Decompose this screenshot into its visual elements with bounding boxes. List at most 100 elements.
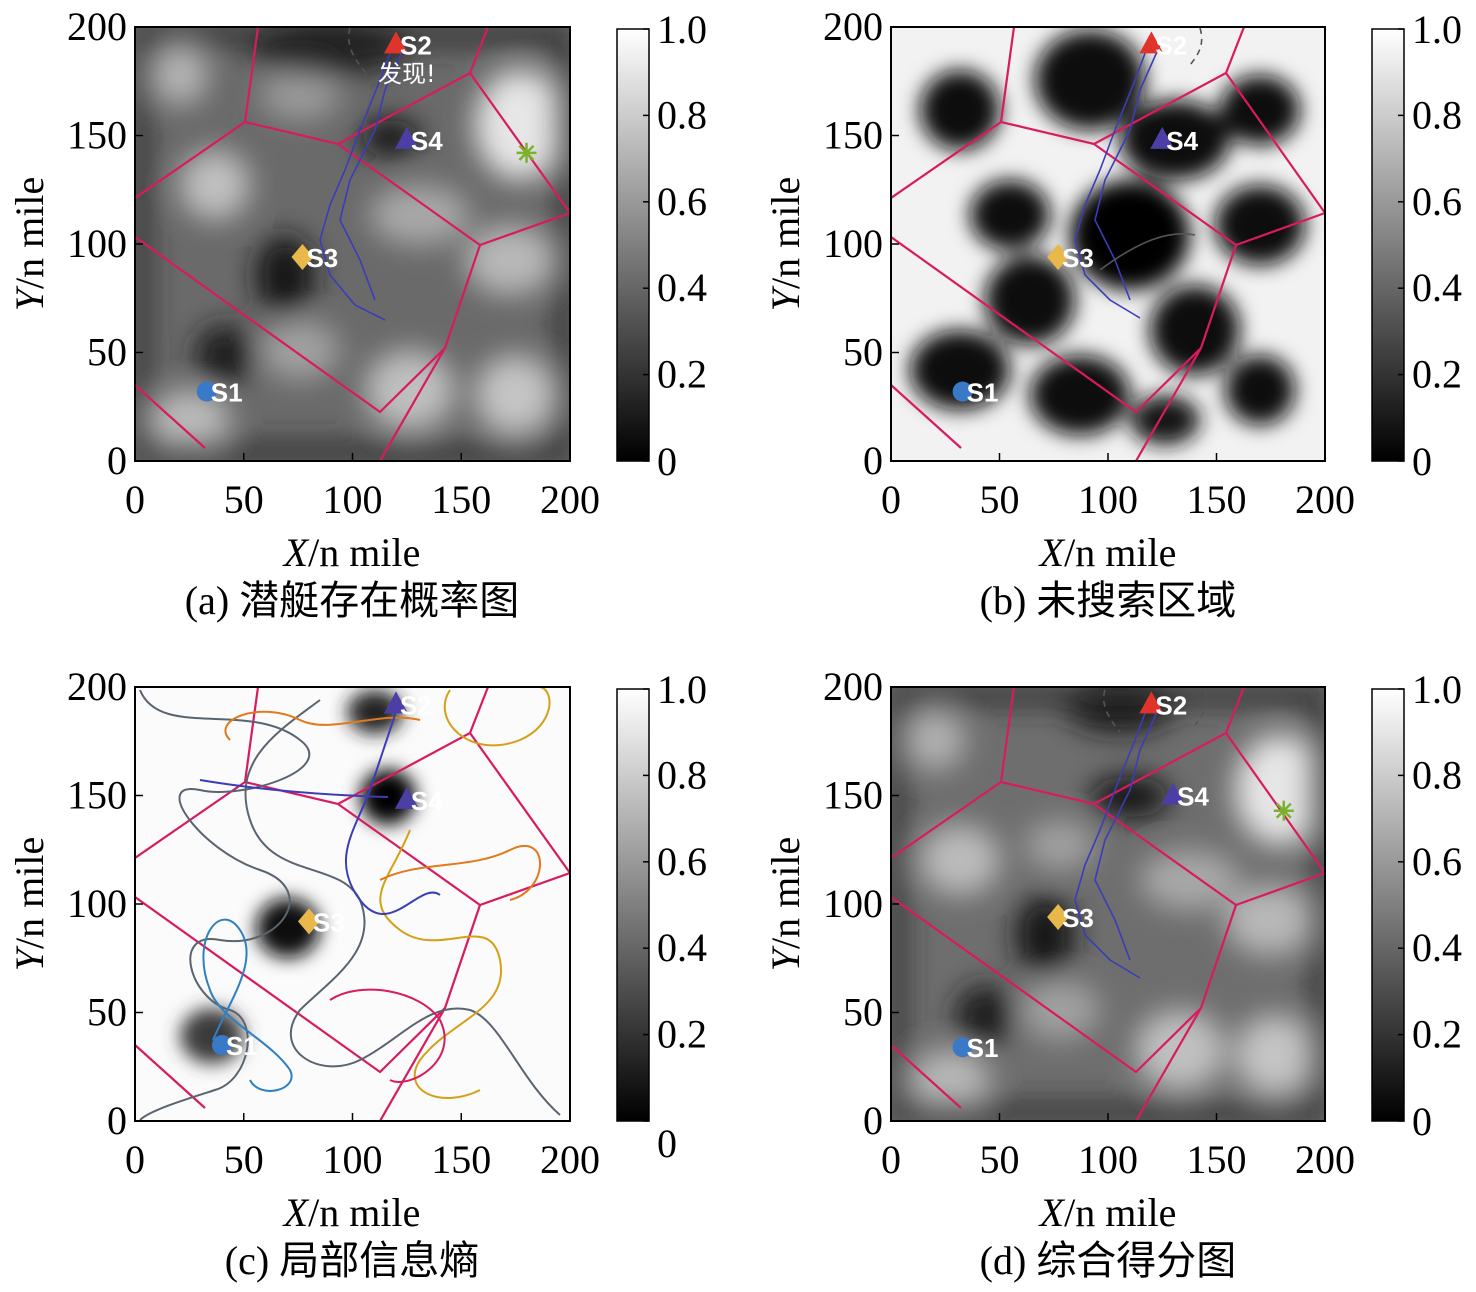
marker-label-s2: S2 <box>400 690 432 720</box>
colorbar-tick-label: 0.6 <box>1412 839 1462 884</box>
colorbar-tick-label: 0.8 <box>1412 752 1462 797</box>
colorbar-tick-label: 0.2 <box>1412 352 1462 397</box>
marker-s1 <box>952 381 973 402</box>
y-tick-label: 50 <box>843 330 883 375</box>
y-tick-label: 50 <box>87 990 127 1035</box>
marker-label-s1: S1 <box>211 378 243 408</box>
marker-label-s3: S3 <box>306 243 338 273</box>
colorbar-a: 0 0.2 0.4 0.6 0.8 1.0 <box>616 7 707 484</box>
colorbar-tick-label: 0.2 <box>1412 1012 1462 1057</box>
y-tick-label: 0 <box>863 438 883 483</box>
y-axis-label-a: Y/n mile <box>7 177 52 311</box>
colorbar-tick-label: 0 <box>657 1121 677 1166</box>
heatmap-d <box>891 687 1325 1121</box>
colorbar-ticks-c: 0 0.2 0.4 0.6 0.8 1.0 <box>643 667 707 1166</box>
markers-c: S1 S2 S3 S4 <box>212 690 443 1061</box>
marker-s3 <box>298 908 320 935</box>
voronoi-lines-b <box>891 27 1325 461</box>
x-tick-label: 0 <box>125 477 145 522</box>
y-tick-label: 200 <box>823 4 883 49</box>
colorbar-tick-label: 0.4 <box>1412 265 1462 310</box>
marker-label-s4: S4 <box>411 126 443 156</box>
trajectory-a <box>319 27 406 321</box>
x-ticks-d: 0 50 100 150 200 <box>881 1113 1355 1182</box>
marker-label-s3: S3 <box>1062 903 1094 933</box>
marker-s1 <box>952 1037 973 1058</box>
colorbar-tick-label: 0.4 <box>657 265 707 310</box>
marker-s3 <box>1047 244 1070 271</box>
y-tick-label: 150 <box>67 113 127 158</box>
x-tick-label: 0 <box>125 1137 145 1182</box>
marker-label-s4: S4 <box>1177 782 1209 812</box>
x-tick-label: 100 <box>323 477 383 522</box>
x-tick-label: 100 <box>1078 1137 1138 1182</box>
colorbar-tick-label: 0.8 <box>657 752 707 797</box>
y-tick-label: 200 <box>67 664 127 709</box>
x-axis-label-a: X/n mile <box>282 530 421 575</box>
y-tick-label: 200 <box>67 4 127 49</box>
y-tick-label: 50 <box>843 990 883 1035</box>
y-ticks-b: 0 50 100 150 200 <box>823 4 899 483</box>
caption-b: (b) 未搜索区域 <box>980 578 1237 623</box>
colorbar-tick-label: 0.4 <box>1412 925 1462 970</box>
marker-label-s4: S4 <box>1166 126 1198 156</box>
marker-label-s2: S2 <box>1155 690 1187 720</box>
marker-s3 <box>291 244 314 271</box>
y-tick-label: 50 <box>87 330 127 375</box>
colorbar-tick-label: 1.0 <box>1412 7 1462 52</box>
colorbar-tick-label: 0.2 <box>657 1012 707 1057</box>
y-axis-label-d: Y/n mile <box>763 837 808 971</box>
heatmap-c <box>135 687 570 1121</box>
colorbar-b: 0 0.2 0.4 0.6 0.8 1.0 <box>1371 7 1462 484</box>
y-ticks-a: 0 50 100 150 200 <box>67 4 143 483</box>
x-ticks-b: 0 50 100 150 200 <box>881 453 1355 522</box>
y-ticks-d: 0 50 100 150 200 <box>823 664 899 1143</box>
markers-b: S1 S2 S3 S4 <box>952 30 1199 408</box>
marker-s4 <box>1161 782 1186 805</box>
y-axis-label-c: Y/n mile <box>7 837 52 971</box>
marker-label-s2: S2 <box>400 30 432 60</box>
marker-s1 <box>212 1035 232 1056</box>
y-tick-label: 100 <box>823 221 883 266</box>
subplot-b: 0 50 100 150 200 0 50 100 150 200 S1 S2 S3 S4 X/n m… <box>763 4 1462 623</box>
annotation-a: 发现! <box>378 60 436 88</box>
marker-s2 <box>1139 691 1164 714</box>
colorbar-tick-label: 0.6 <box>1412 179 1462 224</box>
x-ticks-c: 0 50 100 150 200 <box>125 1113 600 1182</box>
subplot-a: 0 50 100 150 200 0 50 100 150 200 S1 S2 S3 S4 发现! X… <box>7 4 707 623</box>
x-tick-label: 50 <box>224 1137 264 1182</box>
marker-s1 <box>196 381 217 402</box>
colorbar-tick-label: 0.6 <box>657 839 707 884</box>
caption-d: (d) 综合得分图 <box>980 1238 1237 1283</box>
x-axis-label-c: X/n mile <box>282 1190 421 1235</box>
y-tick-label: 100 <box>67 881 127 926</box>
trajectory-b <box>1074 27 1203 319</box>
y-tick-label: 200 <box>823 664 883 709</box>
colorbar-tick-label: 0 <box>657 439 677 484</box>
colorbar-tick-label: 0 <box>1412 1099 1432 1144</box>
marker-s4 <box>394 786 419 809</box>
colorbar-tick-label: 1.0 <box>657 667 707 712</box>
x-tick-label: 200 <box>1295 1137 1355 1182</box>
trajectory-d <box>1074 689 1208 979</box>
marker-s3 <box>1047 904 1070 931</box>
caption-c: (c) 局部信息熵 <box>225 1238 479 1283</box>
colorbar-tick-label: 0.8 <box>1412 92 1462 137</box>
marker-label-s1: S1 <box>967 378 999 408</box>
marker-s4 <box>394 126 419 149</box>
x-tick-label: 50 <box>224 477 264 522</box>
heatmap-b <box>891 27 1325 461</box>
x-tick-label: 0 <box>881 1137 901 1182</box>
marker-s4 <box>1150 126 1175 149</box>
marker-label-s3: S3 <box>313 907 345 937</box>
x-tick-label: 100 <box>323 1137 383 1182</box>
colorbar-c: 0 0.2 0.4 0.6 0.8 1.0 <box>616 667 707 1166</box>
colorbar-tick-label: 0.8 <box>657 92 707 137</box>
colorbar-d: 0 0.2 0.4 0.6 0.8 1.0 <box>1371 667 1462 1144</box>
x-ticks-a: 0 50 100 150 200 <box>125 453 600 522</box>
x-tick-label: 200 <box>540 477 600 522</box>
x-tick-label: 150 <box>431 477 491 522</box>
colorbar-tick-label: 1.0 <box>657 7 707 52</box>
target-star-icon <box>516 142 537 163</box>
